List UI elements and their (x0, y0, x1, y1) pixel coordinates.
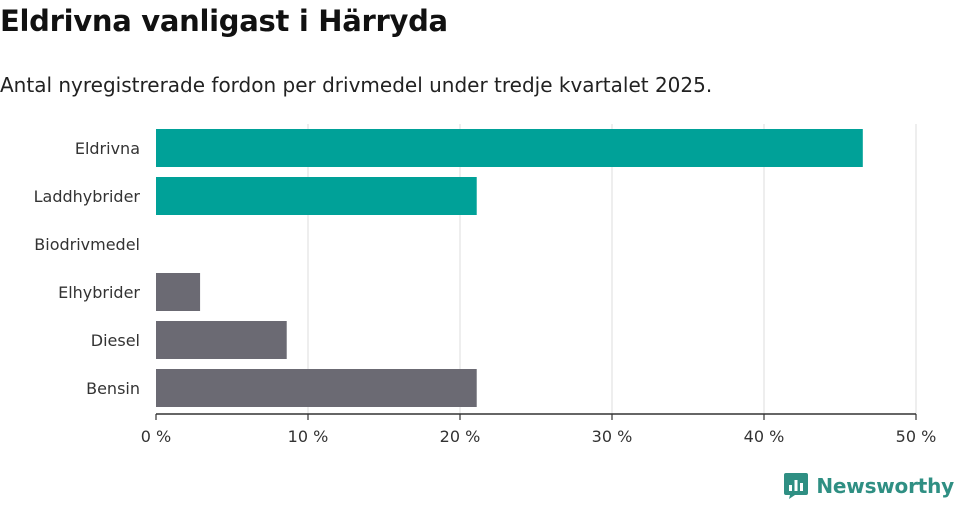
chart-subtitle: Antal nyregistrerade fordon per drivmede… (0, 73, 713, 97)
bar-elhybrider (156, 273, 201, 311)
bar-bensin (156, 369, 477, 407)
category-label: Bensin (86, 379, 140, 398)
x-tick-label: 10 % (288, 427, 329, 446)
newsworthy-logo-icon (784, 473, 809, 499)
bar-laddhybrider (156, 177, 477, 215)
newsworthy-logo-text: Newsworthy (816, 474, 954, 498)
chart-title: Eldrivna vanligast i Härryda (0, 4, 448, 38)
category-label: Biodrivmedel (34, 235, 140, 254)
category-label: Diesel (91, 331, 140, 350)
category-label: Laddhybrider (34, 187, 141, 206)
category-label: Eldrivna (75, 139, 140, 158)
x-tick-label: 50 % (896, 427, 937, 446)
x-tick-label: 30 % (592, 427, 633, 446)
bar-eldrivna (156, 129, 863, 167)
x-tick-label: 40 % (744, 427, 785, 446)
bar-diesel (156, 321, 287, 359)
category-label: Elhybrider (58, 283, 140, 302)
x-tick-label: 0 % (141, 427, 171, 446)
x-tick-label: 20 % (440, 427, 481, 446)
newsworthy-logo: Newsworthy (783, 472, 954, 500)
bar-chart: Eldrivna Laddhybrider Biodrivmedel Elhybrid… (34, 124, 937, 446)
